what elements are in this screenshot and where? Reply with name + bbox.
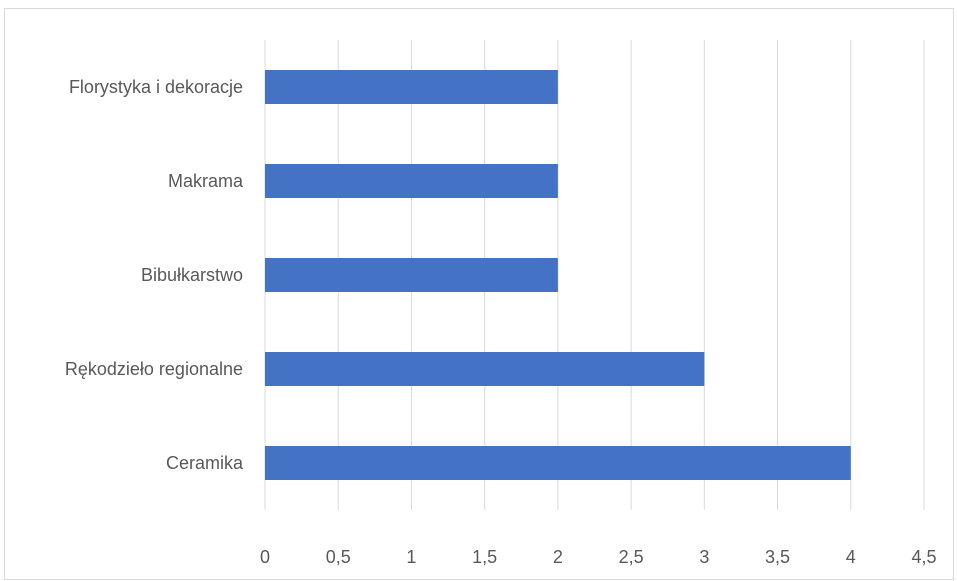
bar [265,258,558,292]
bar [265,164,558,198]
x-tick-label: 1,5 [472,547,497,567]
category-label: Bibułkarstwo [141,265,243,285]
x-tick-label: 3 [699,547,709,567]
x-tick-label: 2,5 [619,547,644,567]
x-axis-ticks: 0 0,5 1 1,5 2 2,5 3 3,5 4 4,5 [260,547,937,567]
x-tick-label: 0 [260,547,270,567]
x-tick-label: 1 [406,547,416,567]
category-label: Ceramika [166,453,244,473]
category-label: Rękodzieło regionalne [65,359,243,379]
bar [265,70,558,104]
x-tick-label: 3,5 [765,547,790,567]
x-tick-label: 0,5 [326,547,351,567]
bar [265,352,705,386]
category-labels: Florystyka i dekoracje Makrama Bibułkarstw… [65,77,244,473]
category-label: Florystyka i dekoracje [69,77,243,97]
gridlines [264,40,925,510]
bar [265,446,851,480]
category-label: Makrama [168,171,244,191]
x-tick-label: 4 [846,547,856,567]
x-tick-label: 2 [553,547,563,567]
x-tick-label: 4,5 [911,547,936,567]
bars [265,70,851,480]
